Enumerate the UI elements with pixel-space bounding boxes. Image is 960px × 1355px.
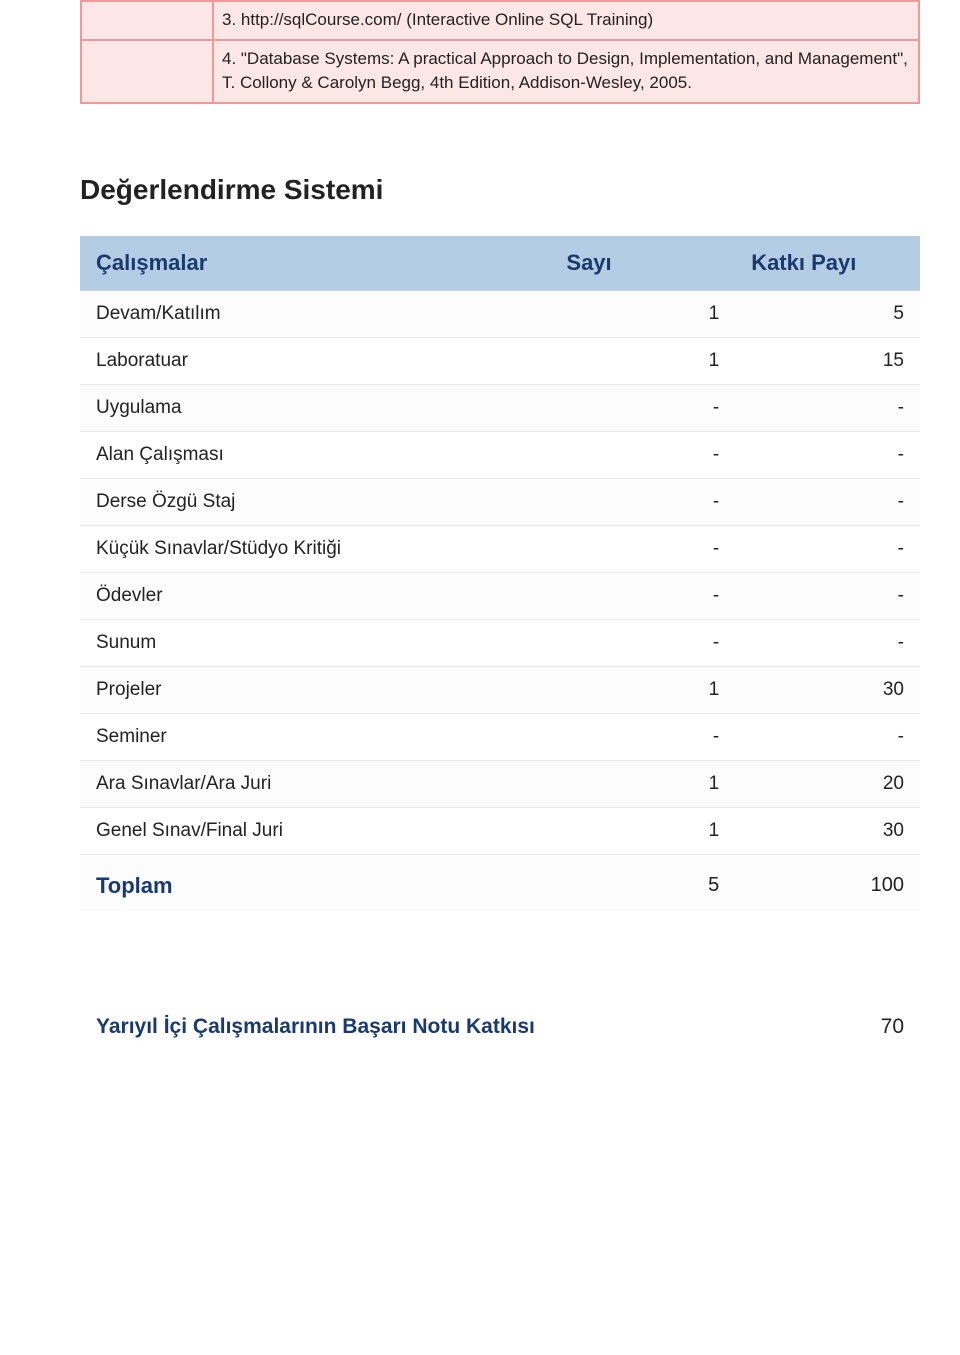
contribution-table: Yarıyıl İçi Çalışmalarının Başarı Notu K… — [80, 1001, 920, 1053]
page-root: 3. http://sqlCourse.com/ (Interactive On… — [0, 0, 960, 1093]
table-row: Sunum-- — [80, 619, 920, 666]
eval-label-cell: Projeler — [80, 666, 550, 713]
eval-count-cell: 1 — [550, 760, 735, 807]
table-row: Ara Sınavlar/Ara Juri120 — [80, 760, 920, 807]
eval-total-share: 100 — [735, 854, 920, 911]
references-right-cell: 3. http://sqlCourse.com/ (Interactive On… — [213, 1, 919, 40]
eval-count-cell: - — [550, 525, 735, 572]
table-row: Ödevler-- — [80, 572, 920, 619]
eval-total-label: Toplam — [80, 854, 550, 911]
references-left-cell — [81, 1, 213, 40]
eval-share-cell: 30 — [735, 807, 920, 854]
contribution-label: Yarıyıl İçi Çalışmalarının Başarı Notu K… — [80, 1001, 668, 1053]
evaluation-header-row: Çalışmalar Sayı Katkı Payı — [80, 236, 920, 291]
eval-share-cell: - — [735, 525, 920, 572]
eval-label-cell: Devam/Katılım — [80, 290, 550, 337]
eval-count-cell: - — [550, 384, 735, 431]
eval-share-cell: 20 — [735, 760, 920, 807]
references-row: 4. "Database Systems: A practical Approa… — [81, 40, 919, 103]
eval-label-cell: Genel Sınav/Final Juri — [80, 807, 550, 854]
eval-label-cell: Sunum — [80, 619, 550, 666]
col-work-header: Çalışmalar — [80, 236, 550, 291]
eval-total-row: Toplam5100 — [80, 854, 920, 911]
eval-label-cell: Küçük Sınavlar/Stüdyo Kritiği — [80, 525, 550, 572]
eval-label-cell: Derse Özgü Staj — [80, 478, 550, 525]
eval-share-cell: 15 — [735, 337, 920, 384]
contribution-value: 70 — [668, 1001, 920, 1053]
eval-label-cell: Ara Sınavlar/Ara Juri — [80, 760, 550, 807]
eval-count-cell: - — [550, 431, 735, 478]
table-row: Devam/Katılım15 — [80, 290, 920, 337]
eval-count-cell: 1 — [550, 807, 735, 854]
eval-label-cell: Seminer — [80, 713, 550, 760]
eval-count-cell: 1 — [550, 290, 735, 337]
col-share-header: Katkı Payı — [735, 236, 920, 291]
eval-share-cell: - — [735, 572, 920, 619]
eval-label-cell: Alan Çalışması — [80, 431, 550, 478]
references-right-cell: 4. "Database Systems: A practical Approa… — [213, 40, 919, 103]
references-table: 3. http://sqlCourse.com/ (Interactive On… — [80, 0, 920, 104]
eval-label-cell: Ödevler — [80, 572, 550, 619]
eval-share-cell: - — [735, 431, 920, 478]
table-row: Projeler130 — [80, 666, 920, 713]
eval-total-count: 5 — [550, 854, 735, 911]
table-row: Küçük Sınavlar/Stüdyo Kritiği-- — [80, 525, 920, 572]
eval-share-cell: 30 — [735, 666, 920, 713]
eval-label-cell: Uygulama — [80, 384, 550, 431]
eval-count-cell: - — [550, 572, 735, 619]
table-row: Derse Özgü Staj-- — [80, 478, 920, 525]
table-row: Genel Sınav/Final Juri130 — [80, 807, 920, 854]
eval-share-cell: - — [735, 619, 920, 666]
eval-label-cell: Laboratuar — [80, 337, 550, 384]
eval-share-cell: - — [735, 384, 920, 431]
table-row: Uygulama-- — [80, 384, 920, 431]
table-row: Seminer-- — [80, 713, 920, 760]
eval-count-cell: - — [550, 478, 735, 525]
eval-share-cell: 5 — [735, 290, 920, 337]
eval-count-cell: 1 — [550, 337, 735, 384]
eval-count-cell: - — [550, 619, 735, 666]
eval-share-cell: - — [735, 713, 920, 760]
references-left-cell — [81, 40, 213, 103]
contribution-row: Yarıyıl İçi Çalışmalarının Başarı Notu K… — [80, 1001, 920, 1053]
eval-count-cell: - — [550, 713, 735, 760]
evaluation-section-title: Değerlendirme Sistemi — [80, 174, 920, 206]
table-row: Alan Çalışması-- — [80, 431, 920, 478]
evaluation-table: Çalışmalar Sayı Katkı Payı Devam/Katılım… — [80, 236, 920, 911]
table-row: Laboratuar115 — [80, 337, 920, 384]
eval-count-cell: 1 — [550, 666, 735, 713]
eval-share-cell: - — [735, 478, 920, 525]
col-count-header: Sayı — [550, 236, 735, 291]
references-row: 3. http://sqlCourse.com/ (Interactive On… — [81, 1, 919, 40]
